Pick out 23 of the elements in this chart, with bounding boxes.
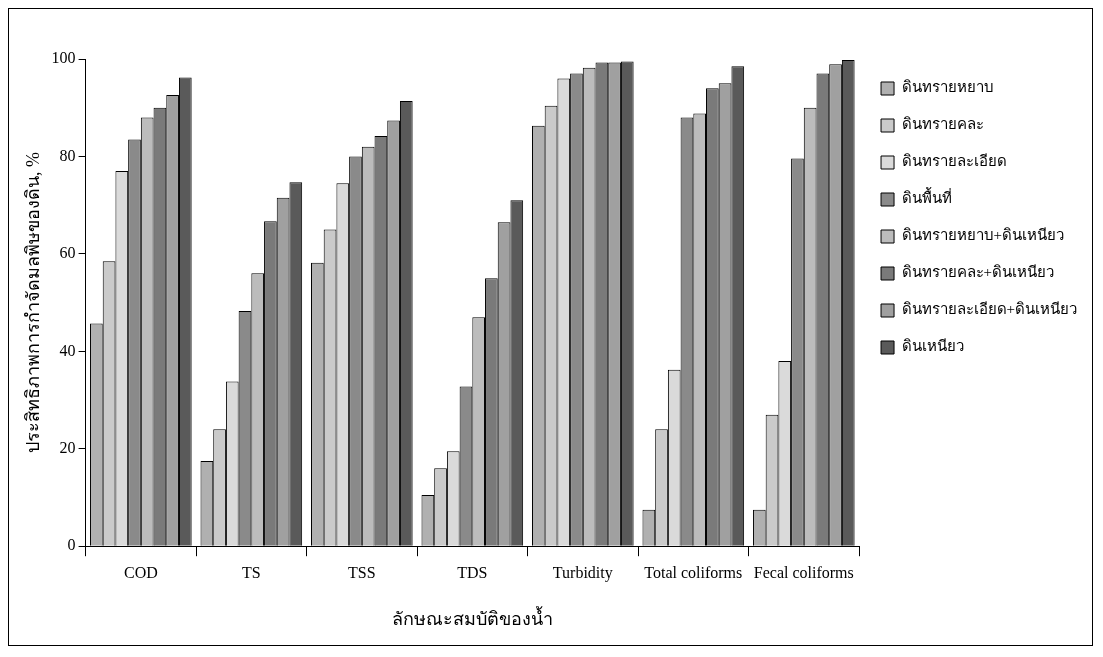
x-tick-label: TS <box>242 564 261 581</box>
x-tick-label: TDS <box>457 564 488 581</box>
legend-label: ดินทรายละเอียด+ดินเหนียว <box>901 301 1078 318</box>
y-tick-label: 100 <box>51 49 76 67</box>
x-tick-label: Turbidity <box>552 564 613 582</box>
legend-label: ดินพื้นที่ <box>901 187 952 207</box>
legend-label: ดินทรายละเอียด <box>901 153 1007 170</box>
legend-label: ดินทรายหยาบ+ดินเหนียว <box>901 227 1065 244</box>
y-tick-label: 20 <box>59 438 76 456</box>
legend-label: ดินเหนียว <box>901 338 964 355</box>
x-tick-label: Total coliforms <box>644 564 743 581</box>
x-tick-label: TSS <box>348 564 376 581</box>
y-tick-label: 60 <box>59 244 76 262</box>
x-axis-title: ลักษณะสมบัติของน้ำ <box>391 605 553 629</box>
y-axis-title: ประสิทธิภาพการกำจัดมลพิษของดิน, % <box>22 152 43 454</box>
x-tick-label: COD <box>123 564 158 581</box>
legend-label: ดินทรายคละ <box>901 116 984 133</box>
legend-label: ดินทรายคละ+ดินเหนียว <box>901 264 1055 281</box>
y-tick-label: 80 <box>59 146 76 164</box>
x-tick-label: Fecal coliforms <box>753 564 854 581</box>
legend-label: ดินทรายหยาบ <box>901 79 994 96</box>
y-tick-label: 0 <box>67 536 76 554</box>
y-tick-label: 40 <box>59 341 76 359</box>
